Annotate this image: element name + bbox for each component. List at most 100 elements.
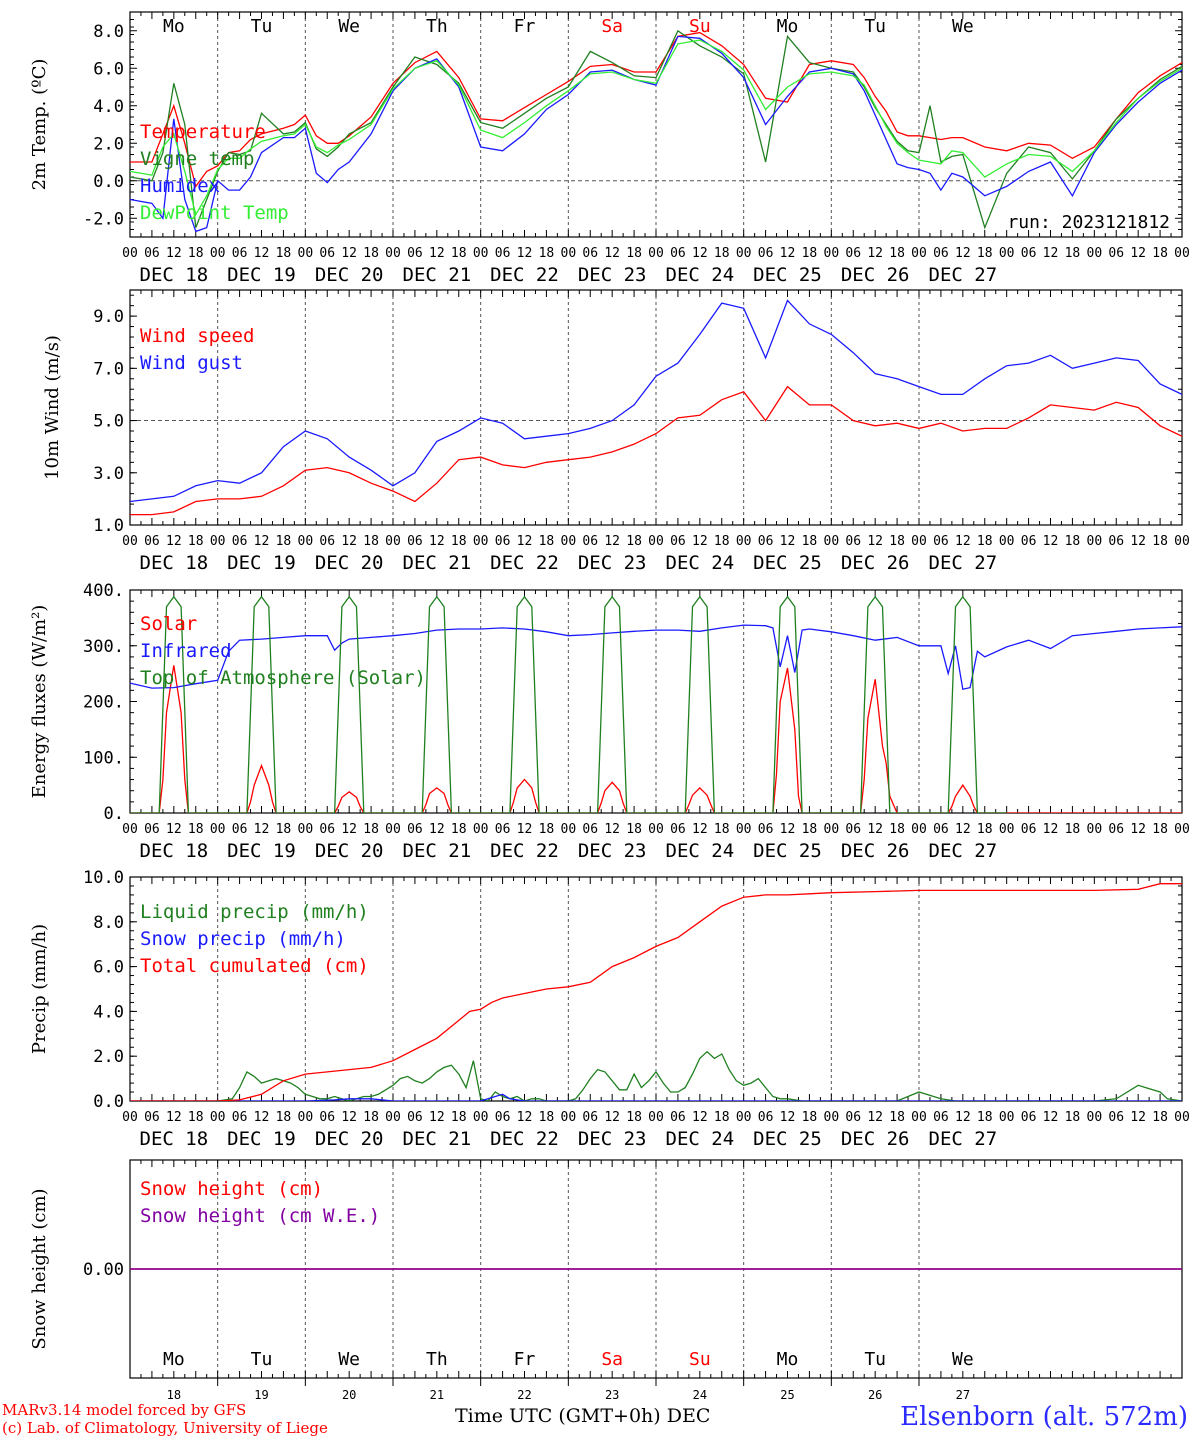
y-tick-label: 8.0 <box>93 913 124 933</box>
hour-tick-label: 00 <box>210 1110 226 1125</box>
hour-tick-label: 00 <box>1174 1110 1190 1125</box>
weekday-label: Mo <box>163 1349 185 1370</box>
weekday-label: Su <box>689 16 711 37</box>
hour-tick-label: 00 <box>473 822 489 837</box>
hour-tick-label: 12 <box>867 822 883 837</box>
date-label: DEC 24 <box>666 840 735 862</box>
series-line-temperature <box>130 31 1182 188</box>
date-label: DEC 23 <box>578 840 647 862</box>
legend-entry: Snow precip (mm/h) <box>140 928 346 950</box>
day-number-label: 18 <box>167 1388 181 1402</box>
hour-tick-label: 18 <box>714 1110 730 1125</box>
hour-tick-label: 18 <box>451 246 467 261</box>
hour-tick-label: 06 <box>670 246 686 261</box>
hour-tick-label: 12 <box>1130 822 1146 837</box>
hour-tick-label: 12 <box>341 822 357 837</box>
y-tick-label: 400. <box>83 581 124 601</box>
hour-tick-label: 06 <box>407 534 423 549</box>
hour-tick-label: 12 <box>604 246 620 261</box>
hour-tick-label: 12 <box>254 1110 270 1125</box>
hour-tick-label: 12 <box>604 1110 620 1125</box>
hour-tick-label: 18 <box>1065 822 1081 837</box>
legend-entry: Wind speed <box>140 325 254 347</box>
series-line-liquid-precip-mm-h <box>130 1050 1182 1101</box>
series-line-snow-precip-mm-h <box>130 1093 1182 1101</box>
hour-tick-label: 00 <box>1174 246 1190 261</box>
hour-tick-label: 00 <box>298 534 314 549</box>
hour-tick-label: 00 <box>385 534 401 549</box>
hour-tick-label: 18 <box>451 1110 467 1125</box>
chart-panel-4: 0.0 2.0 4.0 6.0 8.0 10.0 Precip (mm/h) Liquid p… <box>29 868 1190 1150</box>
day-number-label: 24 <box>693 1388 707 1402</box>
hour-tick-label: 18 <box>714 246 730 261</box>
hour-tick-label: 06 <box>933 1110 949 1125</box>
hour-tick-label: 12 <box>166 534 182 549</box>
hour-tick-label: 12 <box>254 822 270 837</box>
hour-tick-label: 06 <box>1021 534 1037 549</box>
hour-tick-label: 12 <box>1130 246 1146 261</box>
weekday-label: Tu <box>864 16 886 37</box>
hour-tick-label: 00 <box>1087 822 1103 837</box>
hour-tick-label: 00 <box>122 1110 138 1125</box>
hour-tick-label: 18 <box>889 822 905 837</box>
hour-tick-label: 18 <box>1065 1110 1081 1125</box>
weekday-label: Sa <box>601 16 623 37</box>
hour-tick-label: 18 <box>626 534 642 549</box>
hour-tick-label: 06 <box>232 1110 248 1125</box>
hour-tick-label: 00 <box>999 1110 1015 1125</box>
weekday-label: Tu <box>864 1349 886 1370</box>
weekday-label: Tu <box>251 1349 273 1370</box>
hour-tick-label: 12 <box>692 534 708 549</box>
date-label: DEC 26 <box>841 264 910 286</box>
day-number-label: 26 <box>868 1388 882 1402</box>
date-label: DEC 19 <box>227 1128 296 1150</box>
day-number-label: 20 <box>342 1388 356 1402</box>
hour-tick-label: 18 <box>276 1110 292 1125</box>
date-label: DEC 25 <box>753 840 822 862</box>
hour-tick-label: 06 <box>495 1110 511 1125</box>
date-label: DEC 22 <box>490 840 559 862</box>
hour-tick-label: 12 <box>780 246 796 261</box>
hour-tick-label: 06 <box>933 822 949 837</box>
date-label: DEC 25 <box>753 552 822 574</box>
station-name: Elsenborn (alt. 572m) <box>900 1402 1188 1432</box>
date-label: DEC 20 <box>315 1128 384 1150</box>
hour-tick-label: 18 <box>889 1110 905 1125</box>
y-axis-label: 2m Temp. (ºC) <box>29 59 50 191</box>
hour-tick-label: 06 <box>144 246 160 261</box>
date-label: DEC 23 <box>578 552 647 574</box>
legend-entry: Snow height (cm W.E.) <box>140 1205 380 1227</box>
hour-tick-label: 06 <box>232 822 248 837</box>
chart-panel-2: 1.0 3.0 5.0 7.0 9.0 10m Wind (m/s) Wind speed W… <box>42 289 1190 574</box>
hour-tick-label: 18 <box>188 822 204 837</box>
date-label: DEC 26 <box>841 1128 910 1150</box>
series-line-humidex <box>130 35 1182 233</box>
weekday-label: Mo <box>777 1349 799 1370</box>
weekday-label: Fr <box>514 1349 536 1370</box>
date-label: DEC 21 <box>403 264 472 286</box>
y-tick-label: 8.0 <box>93 22 124 42</box>
hour-tick-label: 00 <box>473 246 489 261</box>
y-tick-label: 200. <box>83 693 124 713</box>
series-line-top-of-atmosphere-solar <box>130 595 1007 813</box>
y-tick-label: 100. <box>83 748 124 768</box>
lab-credit: (c) Lab. of Climatology, University of L… <box>2 1419 328 1437</box>
hour-tick-label: 12 <box>517 822 533 837</box>
hour-tick-label: 00 <box>824 534 840 549</box>
hour-tick-label: 18 <box>1065 534 1081 549</box>
y-tick-label: 4.0 <box>93 97 124 117</box>
y-tick-label: 0. <box>104 804 124 824</box>
hour-tick-label: 06 <box>582 534 598 549</box>
series-line-wind-speed <box>130 385 1182 516</box>
hour-tick-label: 00 <box>824 1110 840 1125</box>
hour-tick-label: 00 <box>648 246 664 261</box>
hour-tick-label: 06 <box>670 822 686 837</box>
hour-tick-label: 12 <box>1043 534 1059 549</box>
date-label: DEC 22 <box>490 264 559 286</box>
hour-tick-label: 18 <box>539 822 555 837</box>
y-tick-label: 0.00 <box>83 1260 124 1280</box>
y-tick-label: -2.0 <box>83 209 124 229</box>
date-label: DEC 19 <box>227 264 296 286</box>
weekday-label: We <box>952 16 974 37</box>
